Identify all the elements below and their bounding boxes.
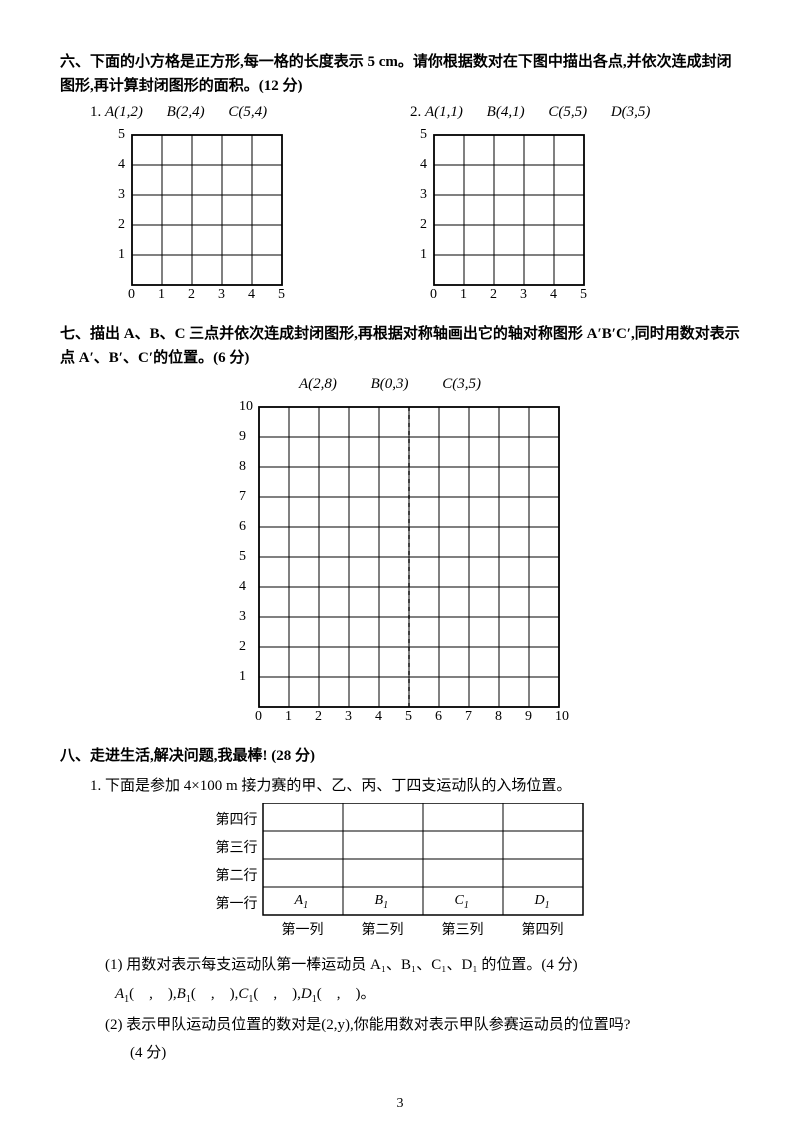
y-axis-label: 2 xyxy=(118,217,125,233)
y-axis-label: 2 xyxy=(420,217,427,233)
problem-8-q2-pts: (4 分) xyxy=(60,1041,740,1065)
x-axis-label: 3 xyxy=(520,287,527,303)
grid-7: 1 2 3 4 5 6 7 8 9 10 0 1 2 3 4 5 6 7 8 9 10 xyxy=(231,397,569,732)
relay-cell: D1 xyxy=(535,893,550,911)
grid-6-1: 1 2 3 4 5 0 1 2 3 4 5 xyxy=(110,125,292,310)
problem-6-coords-row: 1. A(1,2) B(2,4) C(5,4) 2. A(1,1) B(4,1)… xyxy=(60,104,740,121)
grid-6-2: 1 2 3 4 5 0 1 2 3 4 5 xyxy=(412,125,594,310)
problem-8-q2: (2) 表示甲队运动员位置的数对是(2,y),你能用数对表示甲队参赛运动员的位置… xyxy=(60,1013,740,1037)
problem-7-coords: A(2,8) B(0,3) C(3,5) xyxy=(60,376,740,393)
p6-sub2-coord-a: A(1,1) xyxy=(425,104,463,120)
y-axis-label: 2 xyxy=(239,639,246,655)
x-axis-label: 9 xyxy=(525,709,532,725)
relay-col-label: 第一列 xyxy=(263,919,343,939)
x-axis-label: 4 xyxy=(248,287,255,303)
x-axis-label: 3 xyxy=(218,287,225,303)
relay-row-label: 第三行 xyxy=(208,837,258,857)
x-axis-label: 8 xyxy=(495,709,502,725)
y-axis-label: 6 xyxy=(239,519,246,535)
p7-coord-c: C(3,5) xyxy=(442,376,481,392)
x-axis-label: 4 xyxy=(375,709,382,725)
y-axis-label: 5 xyxy=(420,127,427,143)
relay-row-label: 第四行 xyxy=(208,809,258,829)
y-axis-label: 4 xyxy=(118,157,125,173)
x-axis-label: 5 xyxy=(405,709,412,725)
y-axis-label: 5 xyxy=(239,549,246,565)
p6-sub1-label: 1. xyxy=(90,104,101,120)
x-axis-label: 5 xyxy=(580,287,587,303)
x-axis-label: 10 xyxy=(555,709,569,725)
x-axis-label: 0 xyxy=(255,709,262,725)
x-axis-label: 6 xyxy=(435,709,442,725)
x-axis-label: 5 xyxy=(278,287,285,303)
relay-table: 第四行第三行第二行第一行第一列第二列第三列第四列 A1 B1 C1 D1 xyxy=(208,803,593,945)
relay-col-label: 第二列 xyxy=(343,919,423,939)
y-axis-label: 4 xyxy=(239,579,246,595)
problem-8-table-container: 第四行第三行第二行第一行第一列第二列第三列第四列 A1 B1 C1 D1 xyxy=(60,803,740,945)
y-axis-label: 8 xyxy=(239,459,246,475)
relay-row-label: 第二行 xyxy=(208,865,258,885)
p6-sub1-coord-b: B(2,4) xyxy=(167,104,205,120)
p7-coord-b: B(0,3) xyxy=(371,376,409,392)
x-axis-label: 1 xyxy=(158,287,165,303)
problem-8-sub1: 1. 下面是参加 4×100 m 接力赛的甲、乙、丙、丁四支运动队的入场位置。 xyxy=(60,774,740,795)
problem-8-q1-blanks: A1( , ),B1( , ),C1( , ),D1( , )。 xyxy=(60,981,740,1009)
relay-col-label: 第四列 xyxy=(503,919,583,939)
x-axis-label: 2 xyxy=(490,287,497,303)
y-axis-label: 9 xyxy=(239,429,246,445)
x-axis-label: 1 xyxy=(460,287,467,303)
y-axis-label: 4 xyxy=(420,157,427,173)
y-axis-label: 3 xyxy=(239,609,246,625)
x-axis-label: 4 xyxy=(550,287,557,303)
y-axis-label: 3 xyxy=(420,187,427,203)
problem-6-grids: 1 2 3 4 5 0 1 2 3 4 5 1 2 3 4 5 0 1 2 3 4 5 xyxy=(60,125,740,310)
page-number: 3 xyxy=(397,1096,404,1112)
p6-sub2-coord-d: D(3,5) xyxy=(611,104,651,120)
x-axis-label: 1 xyxy=(285,709,292,725)
problem-8-header: 八、走进生活,解决问题,我最棒! (28 分) xyxy=(60,744,740,768)
relay-row-label: 第一行 xyxy=(208,893,258,913)
p6-sub2-coord-c: C(5,5) xyxy=(548,104,587,120)
relay-cell: B1 xyxy=(375,893,389,911)
y-axis-label: 3 xyxy=(118,187,125,203)
y-axis-label: 1 xyxy=(118,247,125,263)
p6-sub2-label: 2. xyxy=(410,104,421,120)
x-axis-label: 7 xyxy=(465,709,472,725)
y-axis-label: 1 xyxy=(420,247,427,263)
x-axis-label: 2 xyxy=(315,709,322,725)
problem-6-header: 六、下面的小方格是正方形,每一格的长度表示 5 cm。请你根据数对在下图中描出各… xyxy=(60,50,740,98)
p6-sub2-coord-b: B(4,1) xyxy=(487,104,525,120)
p6-sub1-coord-a: A(1,2) xyxy=(105,104,143,120)
y-axis-label: 10 xyxy=(239,399,253,415)
x-axis-label: 0 xyxy=(430,287,437,303)
x-axis-label: 3 xyxy=(345,709,352,725)
y-axis-label: 5 xyxy=(118,127,125,143)
p7-coord-a: A(2,8) xyxy=(299,376,337,392)
y-axis-label: 1 xyxy=(239,669,246,685)
p6-sub1-coord-c: C(5,4) xyxy=(228,104,267,120)
relay-cell: C1 xyxy=(455,893,469,911)
x-axis-label: 0 xyxy=(128,287,135,303)
relay-cell: A1 xyxy=(295,893,309,911)
problem-7-grid-container: 1 2 3 4 5 6 7 8 9 10 0 1 2 3 4 5 6 7 8 9 10 xyxy=(60,397,740,732)
problem-7-header: 七、描出 A、B、C 三点并依次连成封闭图形,再根据对称轴画出它的轴对称图形 A… xyxy=(60,322,740,370)
problem-8-q1: (1) 用数对表示每支运动队第一棒运动员 A₁、B₁、C₁、D₁ 的位置。(4 … xyxy=(60,953,740,977)
x-axis-label: 2 xyxy=(188,287,195,303)
y-axis-label: 7 xyxy=(239,489,246,505)
relay-col-label: 第三列 xyxy=(423,919,503,939)
